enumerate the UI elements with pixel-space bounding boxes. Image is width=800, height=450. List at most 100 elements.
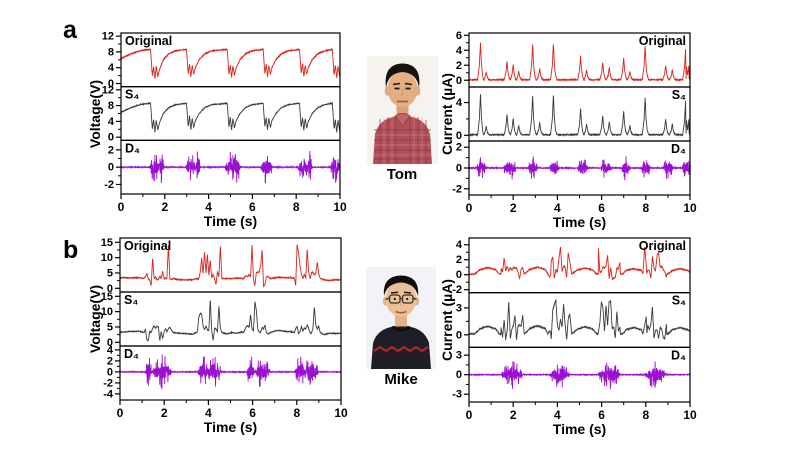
y-tick-label: -3 — [452, 389, 462, 401]
y-tick-label: 15 — [101, 237, 113, 249]
y-tick-label: 10 — [101, 306, 113, 318]
trace-d4 — [119, 354, 342, 390]
y-tick-label: 0 — [456, 369, 462, 381]
tom-nose — [400, 88, 403, 97]
mike-sweater-dark-pattern — [373, 353, 429, 358]
x-tick-label: 8 — [293, 406, 300, 420]
subplot-label: S₄ — [124, 293, 138, 307]
trace-s4 — [120, 101, 341, 133]
x-tick-label: 6 — [598, 408, 605, 422]
y-tick-label: 4 — [456, 239, 463, 251]
y-tick-label: -2 — [103, 377, 113, 389]
tom-collar — [393, 113, 411, 127]
mike-eyebrows — [390, 291, 412, 294]
tom-shirt-plaid-pattern — [373, 116, 431, 164]
x-tick-label: 0 — [118, 200, 125, 214]
x-axis-title: Time (s) — [553, 214, 606, 230]
y-tick-label: 2 — [107, 355, 113, 367]
x-tick-label: 2 — [510, 201, 517, 215]
x-tick-label: 8 — [642, 408, 649, 422]
y-tick-label: 2 — [456, 254, 462, 266]
mike-sweater-red-pattern — [373, 345, 429, 353]
subplot-label: D₄ — [125, 141, 140, 155]
mike-mouth — [395, 310, 407, 314]
trace-original — [468, 42, 691, 82]
trace-d4 — [468, 361, 691, 390]
subplot-label: Original — [125, 34, 172, 48]
x-tick-label: 8 — [642, 201, 649, 215]
y-tick-label: 4 — [108, 116, 115, 128]
x-tick-label: 8 — [293, 200, 300, 214]
y-tick-label: 10 — [101, 252, 113, 264]
y-tick-label: 6 — [456, 30, 462, 42]
y-tick-label: 0 — [456, 163, 462, 175]
y-tick-label: 0 — [108, 132, 114, 144]
y-tick-label: 2 — [108, 144, 114, 156]
y-tick-label: 0 — [107, 366, 113, 378]
y-tick-label: 0 — [108, 162, 114, 174]
subplot-label: D₄ — [671, 348, 686, 362]
x-tick-label: 2 — [510, 408, 517, 422]
mike-glasses — [385, 294, 417, 304]
x-tick-label: 10 — [333, 200, 347, 214]
x-axis-title: Time (s) — [204, 213, 257, 229]
mike-eye-right — [406, 297, 409, 301]
subplot-label: Original — [124, 239, 171, 253]
y-axis-title-tom-current: Current (µA) — [439, 73, 455, 155]
y-axis-title-mike-voltage: Voltage(V) — [87, 284, 103, 354]
subplot-label: S₄ — [672, 294, 686, 308]
mike-portrait-illustration — [366, 267, 436, 369]
tom-photo: Tom — [366, 56, 438, 183]
subplot-label: S₄ — [125, 88, 139, 102]
subplot-frame — [468, 86, 691, 142]
x-tick-label: 6 — [249, 406, 256, 420]
tom-portrait-illustration — [366, 56, 438, 164]
y-tick-label: 8 — [108, 46, 114, 58]
y-tick-label: -2 — [452, 284, 462, 296]
trace-original — [119, 244, 342, 288]
mike-hair — [383, 275, 419, 296]
y-tick-label: 2 — [456, 142, 462, 154]
mike-photo: Mike — [366, 267, 436, 388]
y-tick-label: 0 — [107, 337, 113, 349]
subplot-label: D₄ — [671, 142, 686, 156]
y-tick-label: 3 — [456, 302, 462, 314]
x-axis-title: Time (s) — [204, 419, 257, 435]
trace-original — [120, 47, 341, 79]
subplot-label: Original — [639, 239, 686, 253]
panel-b-label: b — [63, 236, 79, 264]
subplot-frame — [120, 86, 341, 141]
x-axis-title: Time (s) — [553, 421, 606, 437]
panel-a-label: a — [63, 16, 77, 44]
y-tick-label: 4 — [456, 45, 463, 57]
x-tick-label: 10 — [334, 406, 348, 420]
x-tick-label: 0 — [117, 406, 124, 420]
y-tick-label: 0 — [107, 283, 113, 295]
x-tick-label: 0 — [466, 201, 473, 215]
x-tick-label: 4 — [554, 201, 561, 215]
x-tick-label: 4 — [205, 406, 212, 420]
x-tick-label: 10 — [683, 201, 697, 215]
chart-plot-svg: -2 0 2 4 Original 0 3 S₄ -3 0 3 D₄ 0 2 4 6 8 10 Time (s) — [452, 237, 697, 437]
y-tick-label: 12 — [102, 31, 114, 43]
x-tick-label: 2 — [161, 200, 168, 214]
y-tick-label: 8 — [108, 100, 114, 112]
y-tick-label: 4 — [107, 344, 114, 356]
y-tick-label: 5 — [107, 321, 113, 333]
tom-eyebrows — [392, 82, 412, 86]
y-tick-label: 4 — [108, 62, 115, 74]
y-tick-label: 4 — [456, 97, 463, 109]
tom-name-label: Tom — [386, 166, 418, 183]
x-tick-label: 4 — [554, 408, 561, 422]
y-axis-title-tom-voltage: Voltage(V) — [87, 79, 103, 149]
subplot-label: D₄ — [124, 347, 139, 361]
y-axis-title-mike-current: Current (µA) — [439, 279, 455, 361]
subplot-frame — [119, 291, 342, 347]
mike-sweater — [371, 325, 431, 369]
mike-name-label: Mike — [384, 371, 418, 388]
y-tick-label: 0 — [456, 329, 462, 341]
x-tick-label: 6 — [249, 200, 256, 214]
